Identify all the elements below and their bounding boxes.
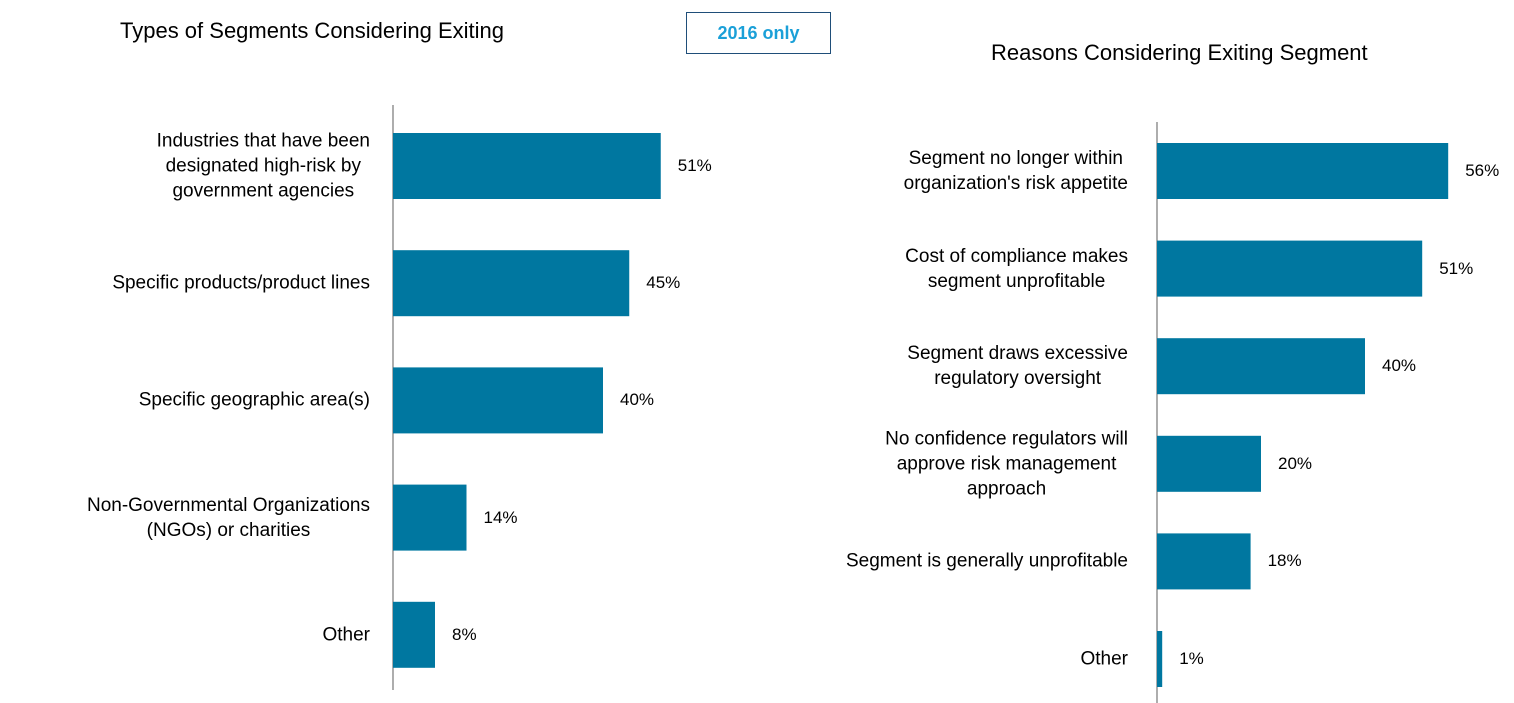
category-label: Other [1080, 648, 1128, 670]
value-label: 56% [1465, 161, 1500, 180]
bar [393, 601, 435, 668]
bar [393, 367, 603, 434]
category-label: Non-Governmental Organizations (NGOs) or… [86, 494, 370, 541]
bar [393, 133, 661, 199]
value-label: 8% [452, 624, 477, 644]
value-label: 20% [1278, 453, 1313, 473]
category-label: No confidence regulators will approve ri… [885, 428, 1128, 500]
chart-title: Types of Segments Considering Exiting [120, 18, 504, 43]
value-label: 51% [1439, 258, 1474, 278]
bar [1157, 435, 1261, 492]
value-label: 51% [677, 156, 712, 175]
chart-title: Reasons Considering Exiting Segment [991, 40, 1368, 65]
category-label: Industries that have been designated hig… [156, 130, 370, 202]
bar [1157, 338, 1365, 395]
value-label: 40% [620, 390, 655, 410]
bar [393, 250, 630, 317]
category-label: Segment no longer within organization's … [903, 148, 1128, 194]
category-label: Cost of compliance makes segment unprofi… [905, 245, 1128, 292]
value-label: 40% [1382, 356, 1417, 376]
badge: 2016 only [686, 12, 831, 54]
value-label: 14% [483, 507, 518, 527]
value-label: 18% [1267, 551, 1302, 571]
bar [1157, 143, 1449, 199]
bar [393, 484, 467, 551]
category-label: Specific products/product lines [112, 272, 370, 294]
value-label: 1% [1179, 649, 1204, 668]
category-label: Segment is generally unprofitable [845, 550, 1128, 572]
bar [1157, 240, 1423, 297]
category-label: Specific geographic area(s) [138, 389, 370, 411]
category-label: Other [322, 624, 370, 646]
value-label: 45% [646, 273, 681, 293]
bar [1157, 533, 1251, 590]
bar [1157, 631, 1163, 687]
category-label: Segment draws excessive regulatory overs… [907, 343, 1128, 390]
